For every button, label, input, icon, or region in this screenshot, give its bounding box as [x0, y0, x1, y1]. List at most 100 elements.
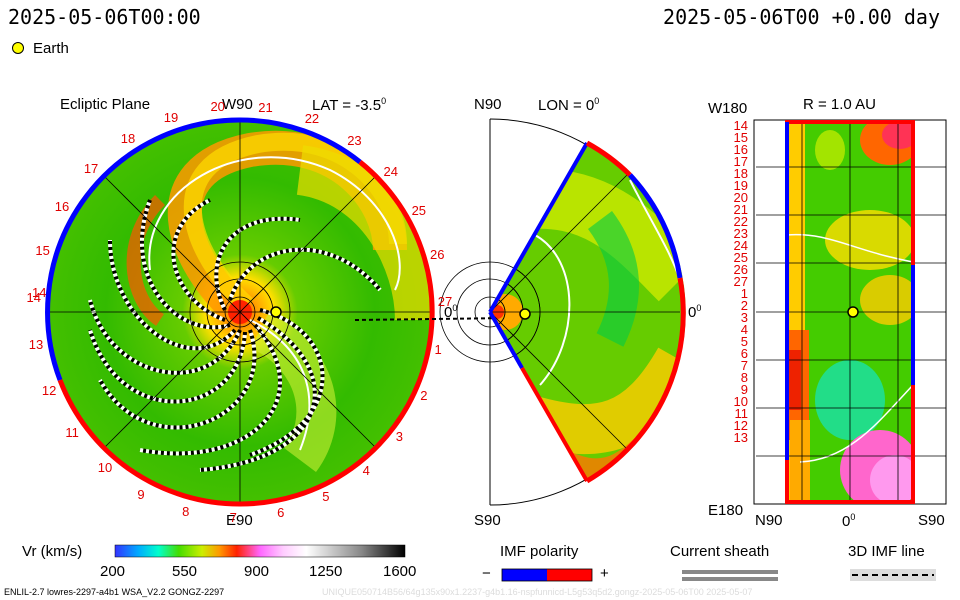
radial-row-label: 20: [733, 190, 748, 205]
ecliptic-clock-label: 10: [97, 460, 113, 476]
imf-positive-swatch: [547, 569, 592, 581]
radial-row-label: 12: [733, 418, 748, 433]
ecliptic-clock-label: 24: [383, 164, 398, 180]
meridional-plane-plot: [439, 118, 686, 506]
ecliptic-right-label: 00: [444, 303, 458, 321]
ecliptic-left-label: 14: [32, 285, 47, 300]
radial-row-label: 2: [740, 298, 748, 313]
footer-right: UNIQUE050714B56/64g135x90x1.2237-g4b1.16…: [322, 587, 753, 597]
ecliptic-lat-label: LAT = -3.50: [312, 96, 387, 114]
radial-row-label: 8: [740, 370, 748, 385]
ecliptic-clock-label: 9: [137, 487, 145, 502]
velocity-colorbar: [114, 544, 406, 558]
radial-row-label: 17: [733, 154, 748, 169]
ecliptic-clock-label: 5: [322, 489, 330, 505]
colorbar-tick-1: 200: [100, 563, 126, 580]
radial-bottom-left-label: E180: [708, 502, 744, 519]
radial-row-label: 23: [733, 226, 748, 241]
ecliptic-clock-label: 12: [41, 383, 57, 399]
ecliptic-clock-label: 13: [28, 337, 44, 353]
radial-row-label: 9: [740, 382, 748, 397]
radial-row-label: 13: [733, 430, 748, 445]
radial-row-label: 16: [733, 142, 748, 157]
radial-row-label: 24: [733, 238, 748, 253]
ecliptic-clock-label: 17: [83, 160, 99, 176]
radial-row-label: 11: [734, 406, 749, 421]
meridional-top-label: N90: [474, 96, 502, 113]
imf-line-swatch: [850, 569, 936, 581]
ecliptic-clock-label: 1: [434, 342, 442, 358]
current-sheath-swatch: [682, 570, 778, 581]
ecliptic-clock-label: 6: [277, 504, 285, 520]
ecliptic-clock-label: 15: [35, 242, 50, 258]
radial-row-label: 3: [740, 310, 748, 325]
imf-plus-label: +: [600, 565, 609, 582]
ecliptic-clock-label: 27: [437, 294, 453, 310]
radial-x-mid-label: 00: [842, 512, 856, 530]
right-timestamp: 2025-05-06T00 +0.00 day: [663, 5, 940, 29]
meridional-right-label: 00: [688, 303, 702, 321]
imf-minus-label: −: [482, 565, 491, 582]
ecliptic-clock-label: 22: [304, 111, 320, 127]
left-timestamp: 2025-05-06T00:00: [8, 5, 201, 29]
radial-row-label: 6: [740, 346, 748, 361]
earth-marker-radial: [847, 306, 859, 318]
colorbar-tick-5: 1600: [383, 563, 417, 580]
ecliptic-clock-label: 7: [229, 509, 237, 525]
radial-top-left-label: W180: [708, 100, 748, 117]
ecliptic-bottom-label: E90: [226, 512, 253, 529]
colorbar-tick-4: 1250: [309, 563, 343, 580]
ecliptic-clock-label: 21: [258, 99, 273, 115]
ecliptic-plane-plot: [45, 117, 513, 507]
meridional-lon-label: LON = 00: [538, 96, 600, 114]
current-sheath-title: Current sheath: [670, 543, 770, 560]
ecliptic-clock-label: 16: [54, 198, 70, 214]
ecliptic-clock-label: 8: [182, 503, 190, 519]
ecliptic-clock-label: 23: [347, 133, 362, 149]
earth-marker-meridional: [519, 308, 531, 320]
colorbar-tick-2: 550: [172, 563, 198, 580]
ecliptic-clock-label: 3: [395, 428, 404, 444]
radial-row-label: 21: [733, 202, 748, 217]
ecliptic-clock-label: 4: [362, 463, 370, 479]
footer-left: ENLIL-2.7 lowres-2297-a4b1 WSA_V2.2 GONG…: [4, 587, 225, 597]
radial-map-plot: [753, 119, 947, 505]
radial-row-label: 22: [733, 214, 748, 229]
meridional-bottom-label: S90: [474, 512, 501, 529]
imf-negative-swatch: [502, 569, 547, 581]
radial-row-label: 1: [740, 286, 748, 301]
radial-x-right-label: S90: [918, 512, 945, 529]
radial-row-label: 27: [733, 274, 748, 289]
earth-marker: [270, 306, 282, 318]
imf-line-title: 3D IMF line: [848, 543, 925, 560]
radial-row-label: 10: [733, 394, 748, 409]
radial-row-label: 15: [733, 130, 748, 145]
radial-row-label: 25: [733, 250, 748, 265]
radial-row-label: 7: [740, 358, 748, 373]
earth-legend-label: Earth: [33, 40, 69, 57]
radial-row-label: 5: [740, 334, 748, 349]
ecliptic-clock-label: 25: [411, 203, 427, 219]
colorbar-tick-3: 900: [244, 563, 270, 580]
ecliptic-top-label: W90: [222, 96, 253, 113]
earth-icon: [12, 42, 24, 54]
ecliptic-clock-label: 18: [120, 130, 136, 146]
radial-row-label: 18: [733, 166, 748, 181]
ecliptic-clock-label: 20: [210, 99, 225, 115]
radial-x-left-label: N90: [755, 512, 783, 529]
ecliptic-clock-label: 26: [430, 247, 445, 263]
ecliptic-clock-label: 14: [26, 289, 41, 305]
radial-title: R = 1.0 AU: [803, 96, 876, 113]
ecliptic-clock-label: 2: [420, 387, 428, 403]
radial-row-label: 14: [733, 118, 748, 133]
ecliptic-title: Ecliptic Plane: [60, 96, 151, 113]
radial-row-label: 4: [740, 322, 748, 337]
imf-polarity-title: IMF polarity: [500, 543, 579, 560]
earth-legend: Earth: [12, 39, 69, 57]
ecliptic-clock-label: 19: [163, 109, 179, 125]
radial-row-label: 26: [733, 262, 748, 277]
ecliptic-clock-label: 11: [65, 425, 79, 441]
radial-row-label: 19: [733, 178, 748, 193]
colorbar-label: Vr (km/s): [22, 543, 83, 560]
